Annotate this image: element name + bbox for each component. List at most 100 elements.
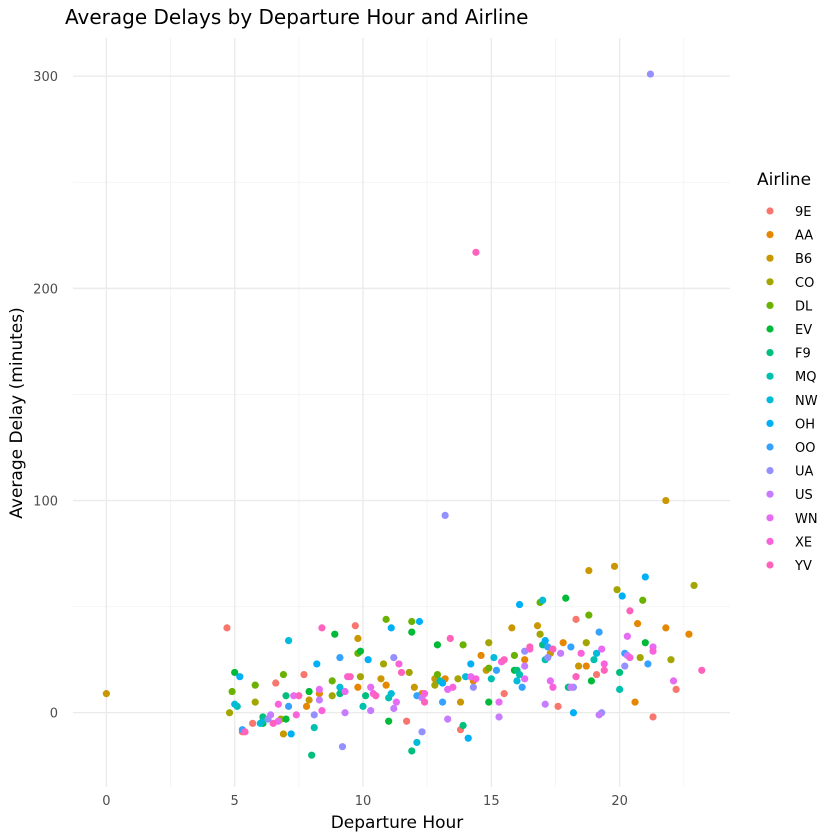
data-point-xe [318, 707, 326, 715]
data-point-oo [518, 683, 526, 691]
data-point-ua [469, 683, 477, 691]
data-point-yv [295, 692, 303, 700]
data-point-co [454, 675, 462, 683]
data-points [102, 70, 706, 759]
data-point-oo [644, 660, 652, 668]
data-point-9e [500, 690, 508, 698]
legend-label-f9: F9 [795, 347, 811, 362]
data-point-9e [403, 717, 411, 725]
legend-key-ev [766, 325, 774, 333]
data-point-wn [290, 692, 298, 700]
data-point-co [690, 581, 698, 590]
data-point-yv [372, 692, 380, 700]
data-point-co [636, 653, 644, 662]
data-point-aa [354, 683, 362, 691]
data-point-ev [562, 594, 570, 602]
data-point-dl [251, 681, 259, 689]
legend-label-nw: NW [795, 394, 818, 409]
data-point-oh [313, 660, 321, 668]
data-point-dl [328, 677, 336, 685]
data-point-9e [300, 670, 308, 679]
data-point-yv [318, 624, 326, 632]
legend: Airline 9E AA B6 CO DL EV F9 MQ NW OH OO UA US WN XE YV [757, 170, 818, 574]
data-point-oh [415, 617, 424, 626]
data-point-f9 [408, 747, 416, 755]
legend-key-xe [766, 537, 774, 546]
data-point-nw [490, 653, 498, 662]
data-point-xe [274, 700, 282, 708]
data-point-mq [515, 670, 524, 679]
data-point-9e [572, 615, 580, 623]
data-point-us [567, 683, 575, 691]
data-point-dl [228, 687, 236, 696]
data-point-oh [287, 730, 295, 738]
data-point-dl [279, 670, 288, 679]
data-point-mq [616, 685, 624, 693]
data-point-ev [356, 647, 365, 655]
legend-key-dl [766, 301, 774, 309]
legend-key-b6 [766, 254, 774, 262]
data-point-b6 [533, 622, 542, 630]
data-point-oo [336, 653, 344, 662]
data-point-dl [510, 651, 519, 660]
data-point-f9 [308, 751, 316, 759]
y-axis-title: Average Delay (minutes) [7, 307, 27, 518]
legend-label-b6: B6 [795, 252, 812, 267]
data-point-ev [587, 677, 596, 685]
data-point-yv [626, 607, 634, 615]
data-point-9e [649, 713, 657, 721]
data-point-mq [359, 702, 367, 710]
data-point-xe [292, 711, 300, 719]
data-point-xe [577, 649, 585, 657]
legend-label-mq: MQ [795, 370, 816, 385]
data-point-ua [390, 653, 398, 662]
data-point-ev [485, 698, 493, 706]
data-point-nw [336, 683, 344, 691]
data-point-9e [672, 685, 680, 693]
data-point-xe [420, 690, 429, 698]
legend-key-mq [766, 372, 774, 380]
data-point-yv [698, 666, 706, 674]
data-point-aa [382, 681, 390, 689]
data-point-yv [549, 645, 557, 653]
data-point-b6 [279, 730, 288, 738]
data-point-wn [669, 677, 678, 685]
data-point-oo [567, 643, 575, 651]
data-point-dl [459, 641, 467, 649]
data-point-wn [315, 685, 323, 693]
legend-key-9e [766, 207, 774, 215]
data-point-wn [341, 687, 349, 696]
data-point-mq [487, 675, 495, 683]
data-point-b6 [377, 675, 385, 683]
data-point-ev [331, 630, 339, 638]
data-point-ua [418, 728, 426, 736]
data-point-dl [639, 596, 647, 604]
data-point-b6 [354, 634, 362, 643]
data-point-aa [521, 656, 529, 664]
data-point-b6 [508, 624, 516, 632]
data-point-xe [449, 683, 457, 691]
chart-title: Average Delays by Departure Hour and Air… [65, 5, 528, 29]
legend-label-co: CO [795, 276, 814, 291]
data-point-us [557, 649, 565, 657]
data-point-wn [598, 645, 606, 653]
data-point-yv [269, 719, 277, 727]
data-point-oh [569, 709, 578, 717]
y-tick-label: 200 [33, 282, 58, 297]
data-point-nw [592, 649, 601, 657]
legend-label-9e: 9E [795, 205, 812, 220]
data-point-oh [641, 573, 649, 581]
data-point-f9 [282, 692, 290, 700]
data-point-xe [472, 675, 480, 683]
data-point-yv [600, 666, 608, 674]
data-point-ua [621, 662, 629, 670]
data-point-co [328, 692, 336, 700]
data-point-mq [590, 656, 598, 664]
data-point-wn [521, 675, 529, 683]
legend-key-oo [766, 443, 774, 451]
data-point-oh [467, 660, 475, 668]
data-point-xe [649, 647, 657, 655]
data-point-yv [446, 634, 454, 643]
data-point-dl [585, 611, 593, 619]
data-point-us [367, 707, 375, 715]
